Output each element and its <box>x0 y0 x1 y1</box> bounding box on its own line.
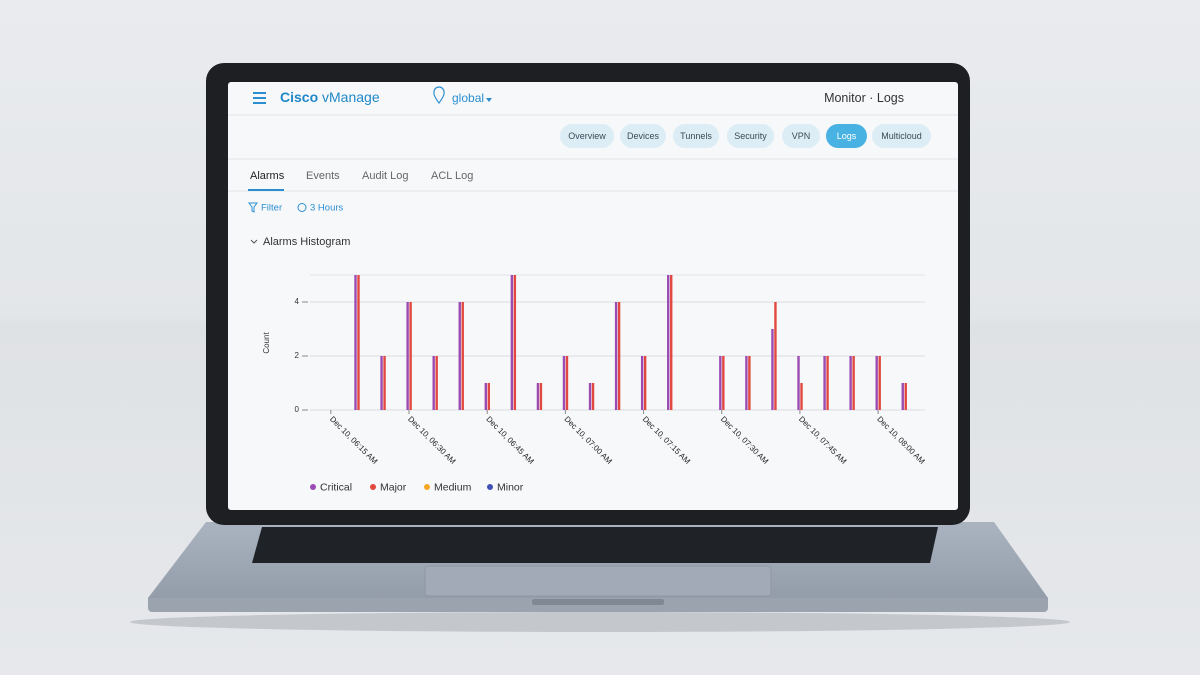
breadcrumb-separator: · <box>869 91 873 105</box>
brand: Cisco vManage <box>280 89 380 105</box>
clock-icon <box>297 203 307 212</box>
legend-swatch[interactable] <box>370 484 376 490</box>
bar <box>536 383 540 410</box>
tab[interactable]: Audit Log <box>362 170 408 182</box>
legend-label[interactable]: Minor <box>497 481 524 493</box>
bar <box>458 302 461 410</box>
bar <box>901 383 904 410</box>
bar <box>588 383 592 410</box>
bar <box>539 383 543 410</box>
tab[interactable]: Events <box>306 170 340 182</box>
legend-swatch[interactable] <box>310 484 316 490</box>
bar <box>406 302 409 410</box>
bar <box>826 356 829 410</box>
bar <box>461 302 464 410</box>
bar <box>774 302 777 410</box>
brand-bold: Cisco <box>280 89 318 105</box>
dropdown-caret <box>486 98 492 102</box>
time-range[interactable]: 3 Hours <box>310 203 344 214</box>
legend-label[interactable]: Major <box>380 481 407 493</box>
breadcrumb: Monitor · Logs <box>824 91 904 105</box>
breadcrumb-item: Logs <box>877 91 904 105</box>
nav-pill[interactable] <box>560 124 614 148</box>
bar <box>487 383 491 410</box>
filter-button[interactable]: Filter <box>261 203 282 214</box>
nav-pill-label[interactable]: Tunnels <box>680 131 712 141</box>
bar <box>722 356 725 410</box>
nav-pill-label[interactable]: Security <box>734 131 767 141</box>
nav-pill-label[interactable]: Multicloud <box>881 131 922 141</box>
bar <box>510 275 514 410</box>
breadcrumb-item[interactable]: Monitor <box>824 91 866 105</box>
collapse-icon[interactable] <box>250 239 258 244</box>
bar <box>354 275 357 410</box>
nav-pill-label[interactable]: Logs <box>837 131 857 141</box>
bar <box>435 356 438 410</box>
location[interactable]: global <box>452 91 484 105</box>
legend-swatch[interactable] <box>487 484 493 490</box>
bar <box>432 356 435 410</box>
chart-title: Alarms Histogram <box>263 236 350 248</box>
tab[interactable]: ACL Log <box>431 170 473 182</box>
nav-pill[interactable] <box>826 124 867 148</box>
bar <box>823 356 826 410</box>
bar <box>357 275 360 410</box>
bar <box>617 302 621 410</box>
bar <box>667 275 670 410</box>
menu-icon[interactable] <box>253 92 266 104</box>
location-icon <box>433 86 445 105</box>
bar <box>849 356 852 410</box>
bar <box>852 356 855 410</box>
brand-rest: vManage <box>322 89 380 105</box>
bar <box>719 356 722 410</box>
y-tick-label: 0 <box>295 405 300 414</box>
bar <box>513 275 517 410</box>
filter-icon <box>248 202 258 213</box>
legend-label[interactable]: Medium <box>434 481 472 493</box>
shadow <box>130 612 1070 632</box>
bar <box>878 356 881 410</box>
bar <box>797 356 800 410</box>
bar <box>904 383 907 410</box>
bar <box>670 275 673 410</box>
keyboard <box>252 527 938 563</box>
nav-pill-label[interactable]: Devices <box>627 131 660 141</box>
bar <box>409 302 412 410</box>
tab[interactable]: Alarms <box>250 170 285 182</box>
nav-pill-label[interactable]: Overview <box>568 131 606 141</box>
bar <box>771 329 774 410</box>
bar <box>748 356 751 410</box>
trackpad <box>424 565 772 597</box>
bar <box>591 383 595 410</box>
bar <box>380 356 383 410</box>
legend-label[interactable]: Critical <box>320 481 352 493</box>
bar <box>640 356 644 410</box>
legend-swatch[interactable] <box>424 484 430 490</box>
nav-pill[interactable] <box>673 124 719 148</box>
bar <box>484 383 488 410</box>
nav-pill[interactable] <box>872 124 931 148</box>
y-axis-label: Count <box>262 332 271 354</box>
bar <box>562 356 566 410</box>
bar <box>614 302 618 410</box>
nav-pill[interactable] <box>620 124 666 148</box>
nav-pill-label[interactable]: VPN <box>792 131 811 141</box>
bar <box>875 356 878 410</box>
bar <box>800 383 803 410</box>
nav-pill[interactable] <box>727 124 774 148</box>
bar <box>383 356 386 410</box>
bar <box>745 356 748 410</box>
laptop-notch <box>532 599 664 605</box>
bar <box>565 356 569 410</box>
nav-pill[interactable] <box>782 124 820 148</box>
y-tick-label: 4 <box>295 297 300 306</box>
y-tick-label: 2 <box>295 351 300 360</box>
bar <box>643 356 647 410</box>
